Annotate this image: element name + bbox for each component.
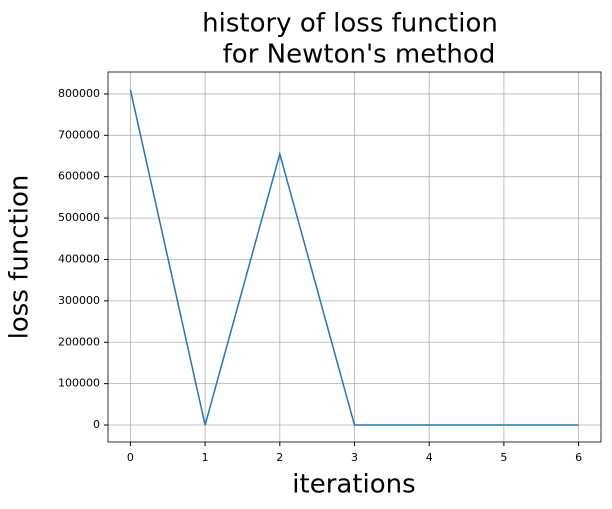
y-tick-label: 200000: [58, 335, 100, 348]
chart-title: history of loss function: [202, 9, 498, 39]
x-tick-label: 1: [202, 451, 209, 464]
y-tick-label: 600000: [58, 170, 100, 183]
x-tick-label: 4: [426, 451, 433, 464]
y-tick-label: 300000: [58, 294, 100, 307]
x-axis-label: iterations: [292, 470, 415, 500]
x-tick-label: 6: [575, 451, 582, 464]
y-tick-label: 0: [93, 418, 100, 431]
chart-title: for Newton's method: [223, 40, 496, 70]
data-line: [129, 89, 579, 426]
y-tick-label: 700000: [58, 128, 100, 141]
y-tick-label: 500000: [58, 211, 100, 224]
x-tick-label: 5: [500, 451, 507, 464]
y-tick-label: 100000: [58, 377, 100, 390]
y-tick-label: 800000: [58, 87, 100, 100]
x-tick-label: 2: [276, 451, 283, 464]
y-tick-label: 400000: [58, 252, 100, 265]
plot-frame: [107, 71, 602, 443]
y-axis-label: loss function: [5, 175, 35, 340]
x-tick-label: 0: [127, 451, 134, 464]
x-tick-label: 3: [351, 451, 358, 464]
